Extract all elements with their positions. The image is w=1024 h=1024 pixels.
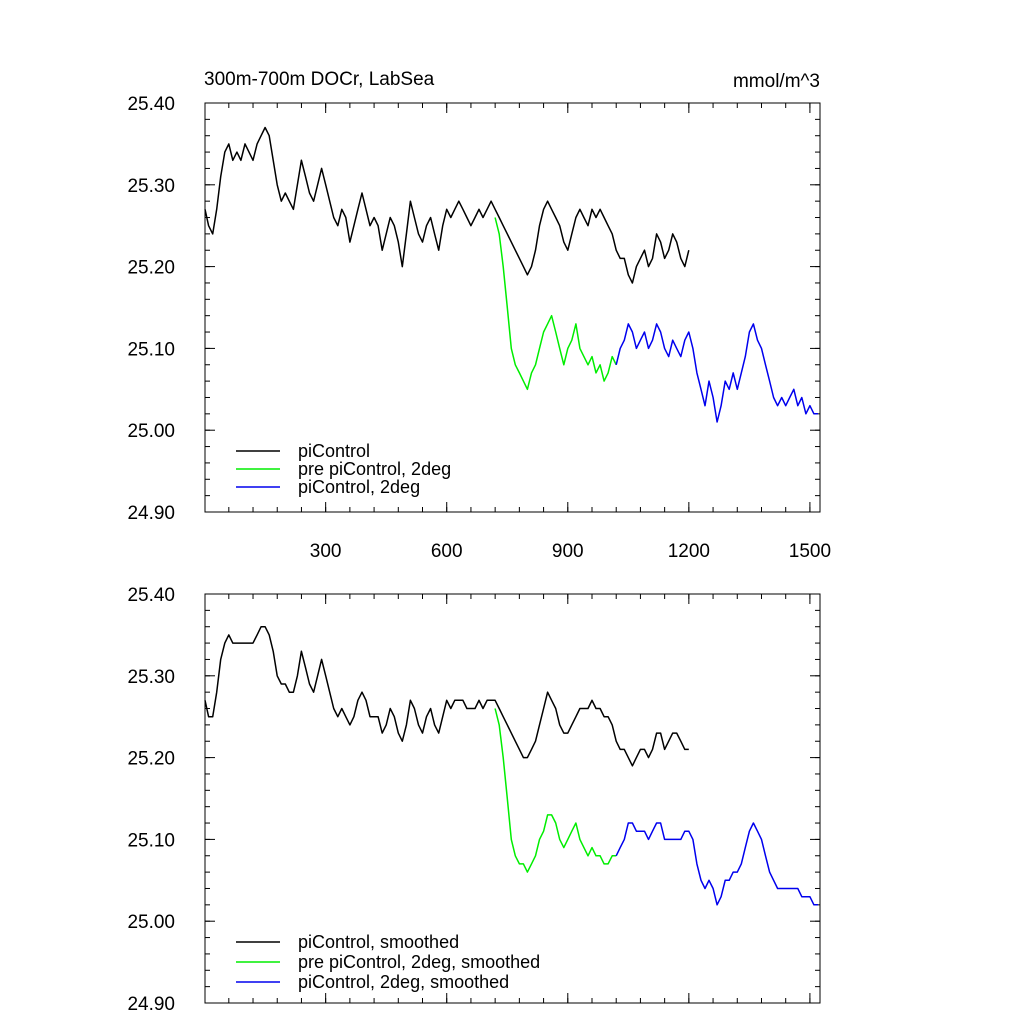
series-line	[204, 126, 690, 284]
chart-title: 300m-700m DOCr, LabSea	[204, 69, 435, 90]
x-tick-label: 1500	[789, 541, 831, 562]
legend-label: pre piControl, 2deg	[298, 459, 451, 479]
plot-frame	[204, 102, 821, 513]
y-tick-label: 25.00	[127, 421, 175, 442]
y-tick-label: 25.40	[127, 585, 175, 606]
y-tick-label: 25.30	[127, 667, 175, 688]
series-line	[204, 625, 689, 767]
x-tick-label: 1200	[668, 541, 710, 562]
bottom-panel: 24.90 25.00 25.10 25.20 25.30 25.40 piControl…	[127, 585, 821, 1015]
legend-label: pre piControl, 2deg, smoothed	[298, 952, 540, 972]
legend-label: piControl, smoothed	[298, 932, 459, 952]
series-layer	[204, 625, 818, 906]
legend-label: piControl, 2deg	[298, 477, 420, 497]
y-tick-label: 25.10	[127, 830, 175, 851]
axes: 24.90 25.00 25.10 25.20 25.30 25.40 300 600 900 1…	[127, 94, 831, 562]
plot-frame	[204, 593, 821, 1004]
legend-label: piControl	[298, 441, 370, 461]
x-tick-label: 600	[431, 541, 463, 562]
y-tick-label: 25.20	[127, 258, 175, 279]
series-layer	[204, 126, 818, 423]
x-tick-label: 900	[552, 541, 584, 562]
y-tick-label: 25.00	[127, 912, 175, 933]
y-tick-label: 25.40	[127, 94, 175, 115]
y-tick-label: 24.90	[127, 994, 175, 1015]
series-line	[494, 708, 617, 873]
axes: 24.90 25.00 25.10 25.20 25.30 25.40	[127, 585, 821, 1015]
series-line	[494, 217, 617, 391]
y-tick-label: 25.10	[127, 339, 175, 360]
x-tick-label: 300	[310, 541, 342, 562]
y-tick-label: 25.20	[127, 749, 175, 770]
y-tick-label: 25.30	[127, 176, 175, 197]
y-tick-label: 24.90	[127, 503, 175, 524]
legend-label: piControl, 2deg, smoothed	[298, 972, 509, 992]
series-line	[615, 323, 818, 423]
units-label: mmol/m^3	[733, 71, 820, 92]
series-line	[615, 822, 818, 906]
top-panel: 300m-700m DOCr, LabSea mmol/m^3 24.90 25.…	[127, 69, 831, 562]
